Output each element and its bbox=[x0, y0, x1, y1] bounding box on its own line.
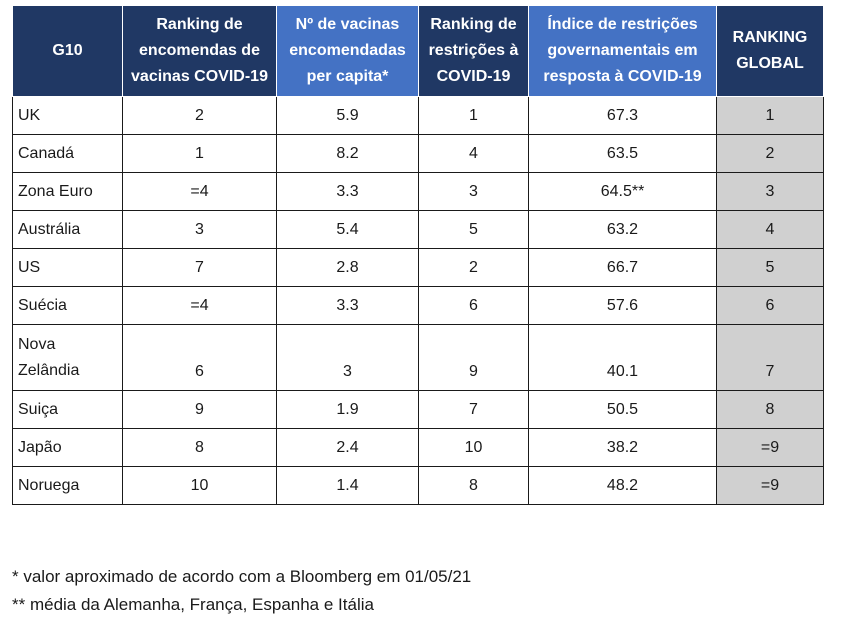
restrictions-index-cell: 63.2 bbox=[528, 210, 717, 249]
country-cell: UK bbox=[12, 96, 123, 135]
restrictions-rank-cell: 3 bbox=[418, 172, 529, 211]
country-cell: Zona Euro bbox=[12, 172, 123, 211]
footnotes: * valor aproximado de acordo com a Bloom… bbox=[12, 563, 471, 619]
country-cell: Noruega bbox=[12, 466, 123, 505]
vaccine-order-rank-cell: 3 bbox=[122, 210, 277, 249]
country-cell: Nova Zelândia bbox=[12, 324, 123, 391]
restrictions-rank-cell: 1 bbox=[418, 96, 529, 135]
table-row: Zona Euro =4 3.3 3 64.5** 3 bbox=[12, 172, 824, 211]
vaccine-order-rank-cell: 8 bbox=[122, 428, 277, 467]
country-cell: Suiça bbox=[12, 390, 123, 429]
global-rank-cell: 2 bbox=[716, 134, 824, 173]
restrictions-rank-cell: 4 bbox=[418, 134, 529, 173]
vaccines-per-capita-cell: 3.3 bbox=[276, 172, 419, 211]
restrictions-index-cell: 66.7 bbox=[528, 248, 717, 287]
vaccine-order-rank-cell: 10 bbox=[122, 466, 277, 505]
vaccine-order-rank-cell: 9 bbox=[122, 390, 277, 429]
table-row: US 7 2.8 2 66.7 5 bbox=[12, 248, 824, 287]
restrictions-index-cell: 67.3 bbox=[528, 96, 717, 135]
table-row: Suiça 9 1.9 7 50.5 8 bbox=[12, 390, 824, 429]
vaccines-per-capita-cell: 1.4 bbox=[276, 466, 419, 505]
footnote-average: ** média da Alemanha, França, Espanha e … bbox=[12, 595, 374, 614]
table-row: Austrália 3 5.4 5 63.2 4 bbox=[12, 210, 824, 249]
vaccines-per-capita-cell: 3.3 bbox=[276, 286, 419, 325]
restrictions-index-cell: 38.2 bbox=[528, 428, 717, 467]
vaccine-order-rank-cell: 6 bbox=[122, 324, 277, 391]
vaccines-per-capita-cell: 1.9 bbox=[276, 390, 419, 429]
header-global-ranking: RANKING GLOBAL bbox=[716, 5, 824, 97]
restrictions-index-cell: 63.5 bbox=[528, 134, 717, 173]
table-row: UK 2 5.9 1 67.3 1 bbox=[12, 96, 824, 135]
restrictions-index-cell: 40.1 bbox=[528, 324, 717, 391]
global-rank-cell: 7 bbox=[716, 324, 824, 391]
table-row: Noruega 10 1.4 8 48.2 =9 bbox=[12, 466, 824, 505]
restrictions-index-cell: 50.5 bbox=[528, 390, 717, 429]
restrictions-rank-cell: 8 bbox=[418, 466, 529, 505]
global-rank-cell: =9 bbox=[716, 466, 824, 505]
header-restrictions-ranking: Ranking de restrições à COVID-19 bbox=[418, 5, 529, 97]
global-rank-cell: 5 bbox=[716, 248, 824, 287]
g10-ranking-table: G10 Ranking de encomendas de vacinas COV… bbox=[12, 5, 824, 505]
vaccines-per-capita-cell: 5.9 bbox=[276, 96, 419, 135]
header-g10: G10 bbox=[12, 5, 123, 97]
country-cell: Austrália bbox=[12, 210, 123, 249]
global-rank-cell: 1 bbox=[716, 96, 824, 135]
vaccines-per-capita-cell: 3 bbox=[276, 324, 419, 391]
country-cell: Canadá bbox=[12, 134, 123, 173]
restrictions-index-cell: 64.5** bbox=[528, 172, 717, 211]
restrictions-rank-cell: 2 bbox=[418, 248, 529, 287]
country-cell: US bbox=[12, 248, 123, 287]
vaccine-order-rank-cell: 1 bbox=[122, 134, 277, 173]
global-rank-cell: 3 bbox=[716, 172, 824, 211]
country-cell: Japão bbox=[12, 428, 123, 467]
header-vaccines-per-capita: Nº de vacinas encomendadas per capita* bbox=[276, 5, 419, 97]
country-cell: Suécia bbox=[12, 286, 123, 325]
global-rank-cell: 6 bbox=[716, 286, 824, 325]
table-row: Japão 8 2.4 10 38.2 =9 bbox=[12, 428, 824, 467]
table-row: Suécia =4 3.3 6 57.6 6 bbox=[12, 286, 824, 325]
vaccine-order-rank-cell: =4 bbox=[122, 286, 277, 325]
restrictions-index-cell: 57.6 bbox=[528, 286, 717, 325]
restrictions-rank-cell: 7 bbox=[418, 390, 529, 429]
vaccine-order-rank-cell: 7 bbox=[122, 248, 277, 287]
restrictions-rank-cell: 5 bbox=[418, 210, 529, 249]
global-rank-cell: =9 bbox=[716, 428, 824, 467]
table-row: Nova Zelândia 6 3 9 40.1 7 bbox=[12, 324, 824, 391]
restrictions-index-cell: 48.2 bbox=[528, 466, 717, 505]
vaccines-per-capita-cell: 5.4 bbox=[276, 210, 419, 249]
footnote-approximate-value: * valor aproximado de acordo com a Bloom… bbox=[12, 567, 472, 586]
vaccines-per-capita-cell: 2.4 bbox=[276, 428, 419, 467]
header-row: G10 Ranking de encomendas de vacinas COV… bbox=[12, 5, 824, 97]
global-rank-cell: 8 bbox=[716, 390, 824, 429]
header-vaccine-order-ranking: Ranking de encomendas de vacinas COVID-1… bbox=[122, 5, 277, 97]
restrictions-rank-cell: 6 bbox=[418, 286, 529, 325]
restrictions-rank-cell: 9 bbox=[418, 324, 529, 391]
vaccine-order-rank-cell: =4 bbox=[122, 172, 277, 211]
table-row: Canadá 1 8.2 4 63.5 2 bbox=[12, 134, 824, 173]
vaccines-per-capita-cell: 2.8 bbox=[276, 248, 419, 287]
global-rank-cell: 4 bbox=[716, 210, 824, 249]
vaccines-per-capita-cell: 8.2 bbox=[276, 134, 419, 173]
header-restrictions-index: Índice de restrições governamentais em r… bbox=[528, 5, 717, 97]
vaccine-order-rank-cell: 2 bbox=[122, 96, 277, 135]
restrictions-rank-cell: 10 bbox=[418, 428, 529, 467]
